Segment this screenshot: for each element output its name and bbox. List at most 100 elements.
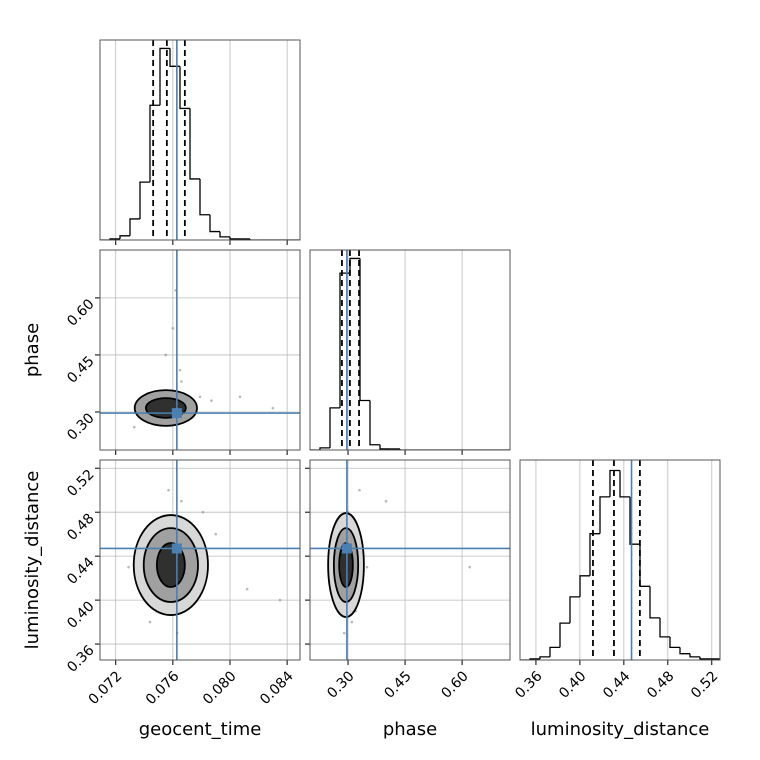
y-tick-label: 0.40 — [64, 598, 97, 631]
x-tick-label: 0.076 — [143, 668, 183, 708]
histogram-step — [379, 444, 390, 450]
sample-point — [342, 631, 346, 635]
histogram-step — [329, 407, 340, 448]
plot-area — [310, 460, 510, 660]
x-axis-label: geocent_time — [139, 719, 262, 740]
histogram-step — [649, 586, 660, 619]
y-axis-label: luminosity_distance — [22, 471, 43, 650]
x-tick-label: 0.30 — [324, 668, 357, 701]
sample-point — [171, 327, 175, 330]
truth-point — [171, 543, 182, 554]
y-axis-label: phase — [22, 323, 43, 377]
sample-point — [178, 368, 182, 372]
histogram-step — [139, 181, 150, 219]
histogram-step — [229, 236, 240, 240]
sample-point — [180, 499, 183, 503]
histogram-step — [609, 469, 620, 497]
histogram-step — [639, 544, 650, 587]
histogram-step — [369, 400, 380, 446]
sample-point — [167, 488, 170, 492]
plot-area — [520, 460, 720, 660]
histogram-step — [359, 258, 370, 402]
panel: 0.072 0.076 0.080 0.084 0.36 0.40 0.44 0.48 0.52… — [22, 459, 301, 740]
histogram-step — [539, 656, 550, 659]
sample-point — [127, 565, 130, 569]
plot-area — [100, 250, 300, 450]
y-tick-label: 0.30 — [64, 410, 97, 443]
sample-point — [238, 395, 242, 399]
histogram-step — [129, 218, 140, 236]
histogram-step — [149, 104, 160, 183]
histogram-step — [569, 596, 580, 624]
histogram-step — [249, 238, 260, 240]
panel-frame — [99, 249, 301, 451]
histogram-step — [209, 214, 220, 233]
sample-point — [180, 380, 183, 383]
panel: 0.30 0.45 0.60 phase — [22, 249, 301, 455]
sample-point — [278, 598, 282, 602]
panel — [99, 39, 301, 245]
panel-frame — [309, 249, 511, 451]
histogram-step — [710, 658, 720, 660]
sample-point — [148, 620, 152, 624]
panel — [309, 249, 511, 455]
y-tick-label: 0.52 — [64, 467, 97, 500]
histogram-step — [189, 108, 200, 180]
sample-point — [358, 488, 361, 492]
histogram-step — [199, 178, 210, 216]
sample-point — [245, 587, 249, 591]
x-axis-label: phase — [383, 719, 437, 740]
sample-point — [384, 499, 388, 503]
histogram-step — [119, 235, 130, 239]
sample-point — [214, 532, 218, 536]
truth-point — [341, 543, 352, 554]
x-tick-label: 0.60 — [438, 668, 471, 701]
sample-point — [164, 353, 168, 357]
histogram-step — [559, 622, 570, 648]
histogram-step — [399, 448, 410, 450]
panel: 0.36 0.40 0.44 0.48 0.52 luminosity_distance — [512, 459, 721, 740]
sample-point — [210, 399, 213, 402]
sample-point — [271, 406, 275, 410]
panel-frame — [309, 459, 511, 661]
histogram-step — [349, 257, 360, 274]
y-tick-label: 0.36 — [64, 642, 97, 675]
y-tick-label: 0.60 — [64, 296, 97, 329]
x-tick-label: 0.45 — [381, 668, 414, 701]
histogram-step — [319, 447, 330, 450]
y-tick-label: 0.45 — [64, 353, 97, 386]
sample-point — [365, 565, 369, 569]
density-contour — [155, 542, 186, 588]
panel-frame — [519, 459, 721, 661]
histogram-step — [169, 48, 180, 67]
x-axis-label: luminosity_distance — [531, 719, 710, 740]
plot-area — [100, 40, 300, 240]
x-tick-label: 0.084 — [257, 668, 297, 708]
truth-point — [171, 408, 182, 419]
x-tick-label: 0.080 — [200, 668, 240, 708]
x-tick-label: 0.36 — [512, 668, 545, 701]
histogram-step — [219, 231, 230, 238]
histogram-step — [689, 653, 700, 658]
density-contour — [338, 542, 354, 588]
histogram-step — [659, 617, 670, 638]
x-tick-label: 0.48 — [644, 668, 677, 701]
y-tick-label: 0.48 — [64, 511, 97, 544]
histogram-step — [179, 66, 190, 110]
x-tick-label: 0.52 — [688, 668, 721, 701]
sample-point — [350, 620, 354, 624]
histogram-step — [579, 575, 590, 597]
sample-point — [468, 565, 471, 569]
histogram-step — [629, 496, 640, 545]
histogram-step — [679, 647, 690, 655]
panel-frame — [99, 459, 301, 661]
histogram-step — [699, 656, 710, 660]
sample-point — [201, 510, 205, 514]
plot-area — [310, 250, 510, 450]
histogram-step — [589, 533, 600, 576]
panel-frame — [99, 39, 301, 241]
sample-point — [198, 395, 202, 399]
x-tick-label: 0.44 — [600, 668, 633, 701]
